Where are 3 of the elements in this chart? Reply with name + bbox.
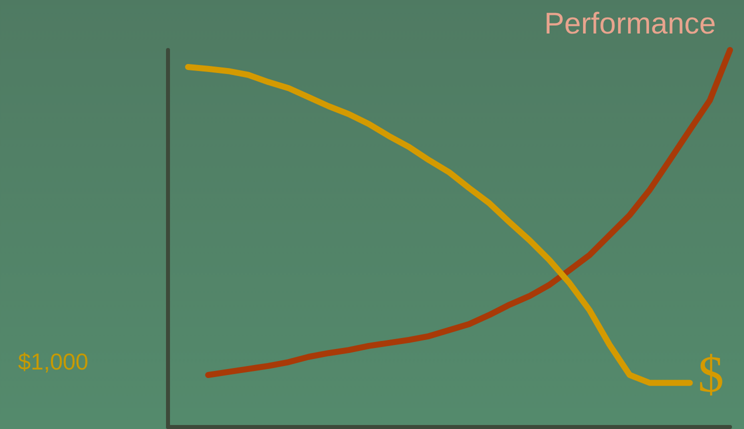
series-label: $ <box>698 346 724 404</box>
text: $1,000 <box>18 348 88 374</box>
series-label: Performance <box>544 8 716 40</box>
